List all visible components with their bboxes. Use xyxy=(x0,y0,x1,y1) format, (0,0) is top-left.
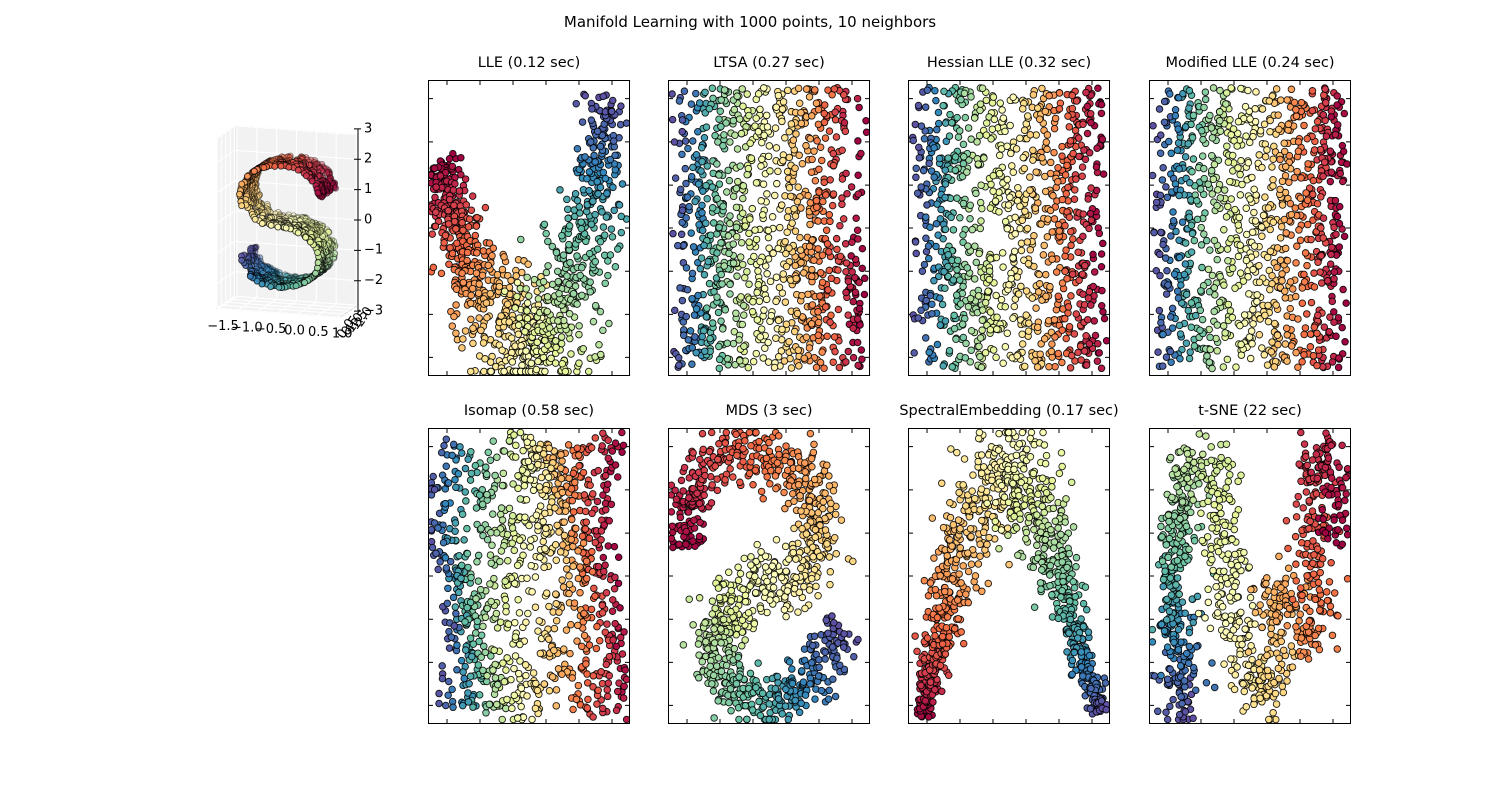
subplot-title-ltsa: LTSA (0.27 sec) xyxy=(713,55,825,71)
figure-title: Manifold Learning with 1000 points, 10 n… xyxy=(563,13,937,31)
subplot-title-mds: MDS (3 sec) xyxy=(725,403,813,419)
scurve-3d-axes xyxy=(150,90,430,370)
subplot-isomap xyxy=(428,428,630,724)
subplot-modified-lle xyxy=(1149,80,1351,376)
scurve-3d-canvas xyxy=(150,90,430,370)
subplot-title-hessian-lle: Hessian LLE (0.32 sec) xyxy=(926,55,1092,71)
subplot-modified-lle-canvas xyxy=(1150,81,1350,375)
subplot-title-tsne: t-SNE (22 sec) xyxy=(1198,403,1302,419)
subplot-title-isomap: Isomap (0.58 sec) xyxy=(463,403,595,419)
subplot-title-spectral-embedding: SpectralEmbedding (0.17 sec) xyxy=(899,403,1119,419)
subplot-spectral-embedding xyxy=(908,428,1110,724)
subplot-hessian-lle-canvas xyxy=(909,81,1109,375)
subplot-title-modified-lle: Modified LLE (0.24 sec) xyxy=(1165,55,1335,71)
subplot-tsne xyxy=(1149,428,1351,724)
subplot-mds xyxy=(668,428,870,724)
subplot-mds-canvas xyxy=(669,429,869,723)
subplot-lle-canvas xyxy=(429,81,629,375)
subplot-lle xyxy=(428,80,630,376)
subplot-spectral-embedding-canvas xyxy=(909,429,1109,723)
subplot-ltsa-canvas xyxy=(669,81,869,375)
subplot-tsne-canvas xyxy=(1150,429,1350,723)
subplot-hessian-lle xyxy=(908,80,1110,376)
subplot-title-lle: LLE (0.12 sec) xyxy=(477,55,581,71)
subplot-ltsa xyxy=(668,80,870,376)
subplot-isomap-canvas xyxy=(429,429,629,723)
